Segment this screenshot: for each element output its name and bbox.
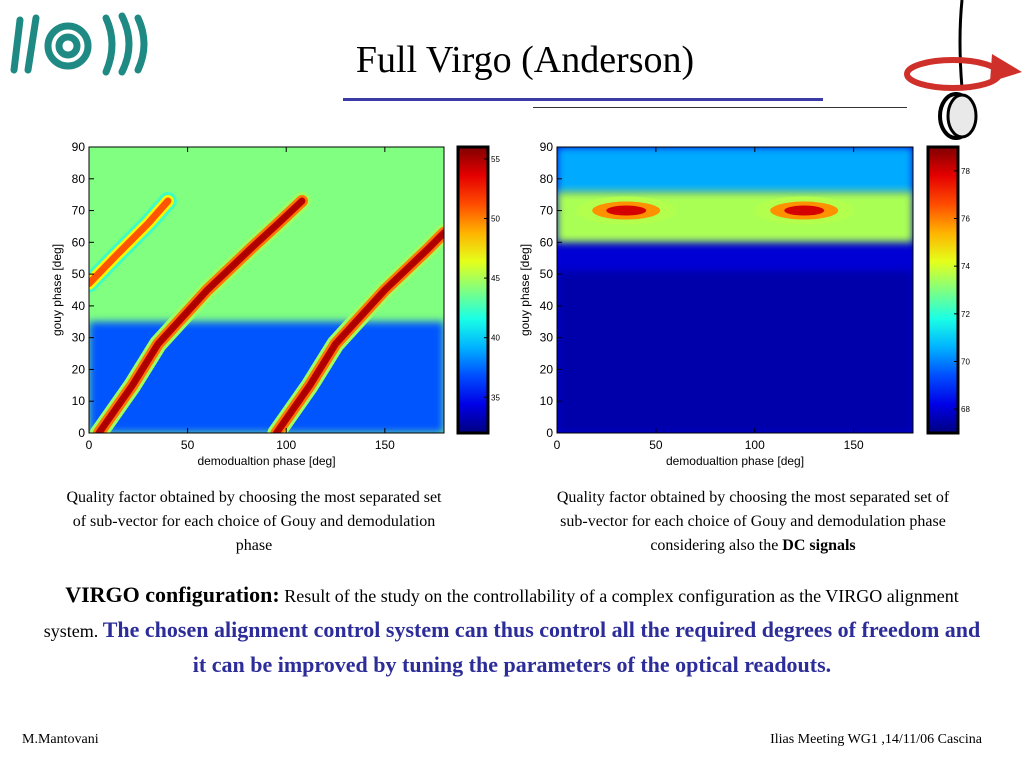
y-axis-label: gouy phase [deg] (50, 244, 64, 336)
y-tick-label: 30 (540, 331, 554, 345)
y-tick-label: 20 (72, 362, 86, 376)
y-tick-label: 90 (72, 140, 86, 154)
colorbar-tick-label: 74 (961, 262, 970, 271)
y-tick-label: 90 (540, 140, 554, 154)
y-tick-label: 0 (78, 426, 85, 440)
virgo-logo-icon (10, 12, 148, 76)
y-tick-label: 80 (540, 172, 554, 186)
heatmap-ridge-2-layer-2 (270, 226, 444, 433)
heatmap-band-1 (557, 147, 913, 195)
x-axis-label: demodualtion phase [deg] (666, 454, 804, 468)
footer-meeting: Ilias Meeting WG1 ,14/11/06 Cascina (770, 732, 982, 747)
y-tick-label: 10 (72, 394, 86, 408)
heatmap-ridge-3-layer-3 (89, 197, 172, 288)
colorbar-2 (926, 145, 960, 435)
y-tick-label: 80 (72, 172, 86, 186)
heatmap-hotspot-2-layer-2 (770, 201, 839, 220)
x-axis-label: demodualtion phase [deg] (197, 454, 335, 468)
y-tick-label: 50 (540, 267, 554, 281)
conclusion-emphasis: The chosen alignment control system can … (102, 617, 981, 677)
heatmap-band-2 (557, 191, 913, 243)
heatmap-hotspot-1-layer-3 (606, 205, 647, 216)
heatmap-ridge-1-layer-2 (92, 195, 308, 433)
heatmap-ridge-2-layer-1 (267, 223, 444, 433)
heatmap-ridge-2-layer-3 (272, 229, 444, 433)
colorbar-tick-label: 78 (961, 167, 970, 176)
heatmap-band-3 (557, 270, 913, 433)
heatmap-ridge-1-layer-1 (89, 192, 311, 433)
heatmap-2-frame (556, 146, 914, 434)
x-tick-label: 50 (181, 438, 195, 452)
x-tick-label: 0 (554, 438, 561, 452)
colorbar-tick-label: 35 (491, 393, 500, 402)
heatmap-hotspot-2-layer-1 (754, 196, 855, 225)
y-tick-label: 40 (540, 299, 554, 313)
heatmap-hotspot-2-layer-3 (784, 205, 825, 216)
heatmap-hotspot-1-layer-2 (592, 201, 661, 220)
y-tick-label: 10 (540, 394, 554, 408)
y-tick-label: 60 (540, 235, 554, 249)
heatmap-band-1 (89, 274, 444, 322)
x-tick-label: 150 (375, 438, 395, 452)
colorbar-tick-label: 50 (491, 215, 500, 224)
heatmap-ridge-3-layer-2 (89, 195, 174, 290)
x-tick-label: 100 (745, 438, 765, 452)
caption-right: Quality factor obtained by choosing the … (548, 486, 958, 558)
heatmap-1-plot (89, 147, 444, 433)
colorbar-tick-label: 55 (491, 155, 500, 164)
colorbar-tick-label: 72 (961, 310, 970, 319)
colorbar-tick-label: 40 (491, 334, 500, 343)
heatmap-ridge-3-layer-1 (89, 192, 177, 293)
heatmap-ridge-3-layer-4 (89, 199, 170, 286)
y-tick-label: 70 (540, 204, 554, 218)
colorbar-1 (456, 145, 490, 435)
y-tick-label: 50 (72, 267, 86, 281)
x-tick-label: 50 (649, 438, 663, 452)
caption-right-bold: DC signals (782, 537, 856, 554)
colorbar-tick-label: 76 (961, 215, 970, 224)
footer-author: M.Mantovani (22, 732, 99, 747)
y-tick-label: 0 (546, 426, 553, 440)
caption-left: Quality factor obtained by choosing the … (66, 489, 442, 554)
y-tick-label: 70 (72, 204, 86, 218)
colorbar-tick-label: 70 (961, 358, 970, 367)
heatmap-ridge-2-layer-4 (274, 231, 444, 433)
conclusion-plain: Result of the study on the controllabili… (43, 586, 959, 641)
colorbar-tick-label: 45 (491, 274, 500, 283)
y-axis-label: gouy phase [deg] (518, 244, 532, 336)
x-tick-label: 100 (276, 438, 296, 452)
heatmap-background (89, 147, 444, 433)
colorbar-tick-label: 68 (961, 405, 970, 414)
slide-title: Full Virgo (Anderson) (355, 39, 695, 81)
conclusion-colon: : (272, 582, 280, 607)
title-rule (533, 107, 907, 108)
heatmap-hotspot-1-layer-1 (576, 196, 677, 225)
rotating-mirror-icon (904, 0, 1022, 140)
y-tick-label: 20 (540, 362, 554, 376)
y-tick-label: 30 (72, 331, 86, 345)
heatmap-band-2 (89, 321, 444, 433)
title-underline (343, 98, 823, 101)
x-tick-label: 0 (86, 438, 93, 452)
heatmap-background (557, 147, 913, 433)
x-tick-label: 150 (844, 438, 864, 452)
heatmap-2-plot (557, 147, 913, 433)
heatmap-ridge-1-layer-3 (95, 197, 306, 433)
heatmap-1-frame (88, 146, 445, 434)
caption-right-text: Quality factor obtained by choosing the … (556, 489, 950, 554)
y-tick-label: 40 (72, 299, 86, 313)
conclusion-lead: VIRGO configuration (65, 582, 273, 607)
y-tick-label: 60 (72, 235, 86, 249)
conclusion-paragraph: VIRGO configuration: Result of the study… (40, 578, 984, 683)
heatmap-ridge-1-layer-4 (97, 199, 304, 433)
